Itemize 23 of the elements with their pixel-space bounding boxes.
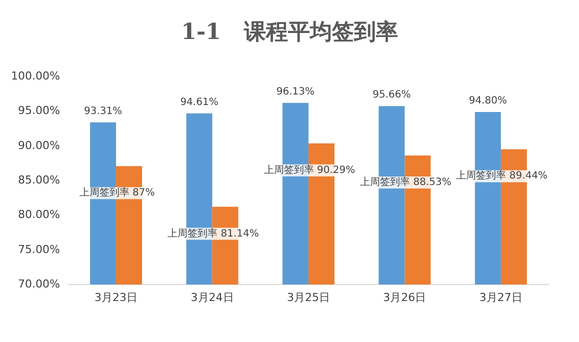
data-label: 上周签到率 88.53% (360, 176, 452, 188)
x-tick-label: 3月27日 (479, 291, 522, 304)
y-tick-label: 75.00% (18, 242, 60, 256)
data-label: 93.31% (84, 106, 122, 117)
chart-title: 1-1 课程平均签到率 (181, 19, 398, 45)
y-tick-label: 95.00% (18, 104, 60, 118)
data-label: 上周签到率 81.14% (168, 227, 259, 240)
y-tick-label: 100.00% (10, 70, 60, 82)
y-tick-label: 85.00% (18, 174, 60, 186)
data-label: 96.13% (276, 86, 315, 98)
y-tick-label: 70.00% (18, 278, 60, 290)
x-tick-label: 3月26日 (383, 291, 426, 304)
y-tick-label: 90.00% (18, 138, 60, 152)
data-label: 上周签到率 89.44% (456, 170, 548, 182)
data-label: 95.66% (372, 90, 411, 101)
data-label: 94.80% (468, 96, 507, 107)
data-label: 上周签到率 87% (79, 186, 155, 199)
x-tick-label: 3月25日 (286, 291, 330, 304)
data-label: 上周签到率 90.29% (264, 164, 356, 176)
x-tick-label: 3月23日 (94, 291, 138, 304)
x-tick-label: 3月24日 (190, 291, 234, 304)
y-tick-label: 80.00% (18, 208, 60, 222)
data-label: 94.61% (180, 96, 218, 108)
